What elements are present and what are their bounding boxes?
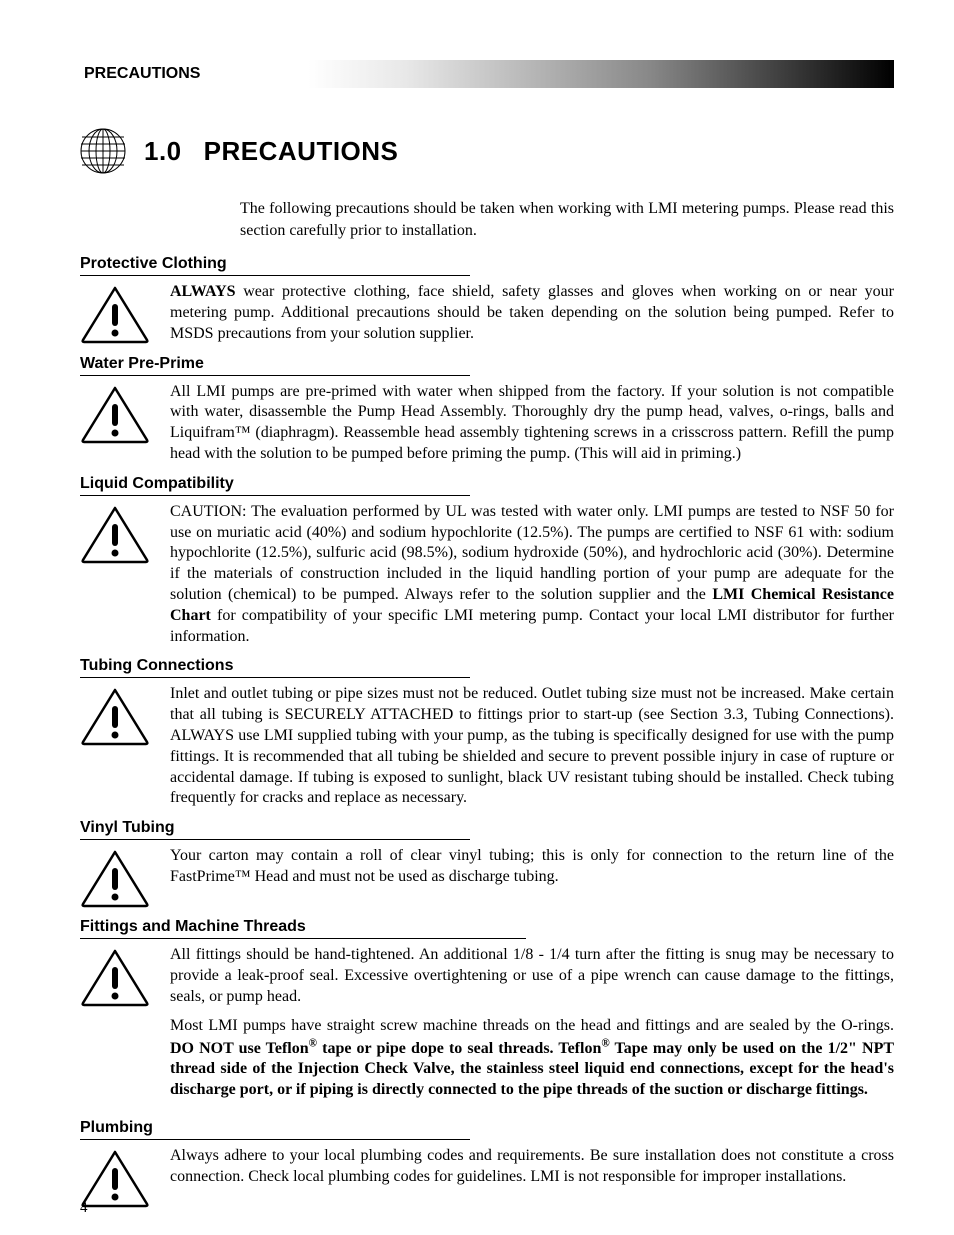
- subsection-text: CAUTION: The evaluation performed by UL …: [170, 502, 894, 648]
- subsection-text: Always adhere to your local plumbing cod…: [170, 1146, 894, 1188]
- warning-triangle-icon: [80, 850, 150, 908]
- subsection-text: All LMI pumps are pre-primed with water …: [170, 382, 894, 465]
- subsection-heading: Plumbing: [80, 1119, 470, 1140]
- precaution-section: Fittings and Machine Threads All fitting…: [80, 918, 894, 1109]
- section-number: 1.0: [144, 136, 182, 166]
- subsection-heading: Tubing Connections: [80, 657, 470, 678]
- section-title-row: 1.0 PRECAUTIONS: [80, 128, 894, 174]
- globe-lines-icon: [80, 128, 126, 174]
- intro-paragraph: The following precautions should be take…: [240, 198, 894, 241]
- precaution-section: Liquid Compatibility CAUTION: The evalua…: [80, 475, 894, 648]
- subsection-body: ALWAYS wear protective clothing, face sh…: [80, 282, 894, 344]
- subsection-body: Always adhere to your local plumbing cod…: [80, 1146, 894, 1208]
- subsection-body: Inlet and outlet tubing or pipe sizes mu…: [80, 684, 894, 809]
- precaution-section: Water Pre-Prime All LMI pumps are pre-pr…: [80, 355, 894, 465]
- section-title: 1.0 PRECAUTIONS: [144, 136, 398, 167]
- precaution-section: Vinyl Tubing Your carton may contain a r…: [80, 819, 894, 908]
- subsection-body: CAUTION: The evaluation performed by UL …: [80, 502, 894, 648]
- subsection-heading: Water Pre-Prime: [80, 355, 470, 376]
- section-name: PRECAUTIONS: [204, 136, 399, 166]
- subsection-heading: Vinyl Tubing: [80, 819, 470, 840]
- warning-triangle-icon: [80, 949, 150, 1007]
- precaution-section: Tubing Connections Inlet and outlet tubi…: [80, 657, 894, 809]
- warning-triangle-icon: [80, 688, 150, 746]
- page-number: 4: [80, 1200, 88, 1217]
- precaution-section: Plumbing Always adhere to your local plu…: [80, 1119, 894, 1208]
- subsection-heading: Fittings and Machine Threads: [80, 918, 526, 939]
- subsection-body: All fittings should be hand-tightened. A…: [80, 945, 894, 1109]
- subsection-text: ALWAYS wear protective clothing, face sh…: [170, 282, 894, 344]
- subsection-text: Inlet and outlet tubing or pipe sizes mu…: [170, 684, 894, 809]
- subsection-body: All LMI pumps are pre-primed with water …: [80, 382, 894, 465]
- header-label: PRECAUTIONS: [80, 65, 200, 83]
- page-header-bar: PRECAUTIONS: [80, 60, 894, 88]
- subsection-text: All fittings should be hand-tightened. A…: [170, 945, 894, 1109]
- subsection-body: Your carton may contain a roll of clear …: [80, 846, 894, 908]
- sections-container: Protective Clothing ALWAYS wear protecti…: [80, 255, 894, 1208]
- subsection-heading: Protective Clothing: [80, 255, 470, 276]
- warning-triangle-icon: [80, 506, 150, 564]
- precaution-section: Protective Clothing ALWAYS wear protecti…: [80, 255, 894, 344]
- subsection-heading: Liquid Compatibility: [80, 475, 470, 496]
- warning-triangle-icon: [80, 286, 150, 344]
- warning-triangle-icon: [80, 386, 150, 444]
- subsection-text: Your carton may contain a roll of clear …: [170, 846, 894, 888]
- warning-triangle-icon: [80, 1150, 150, 1208]
